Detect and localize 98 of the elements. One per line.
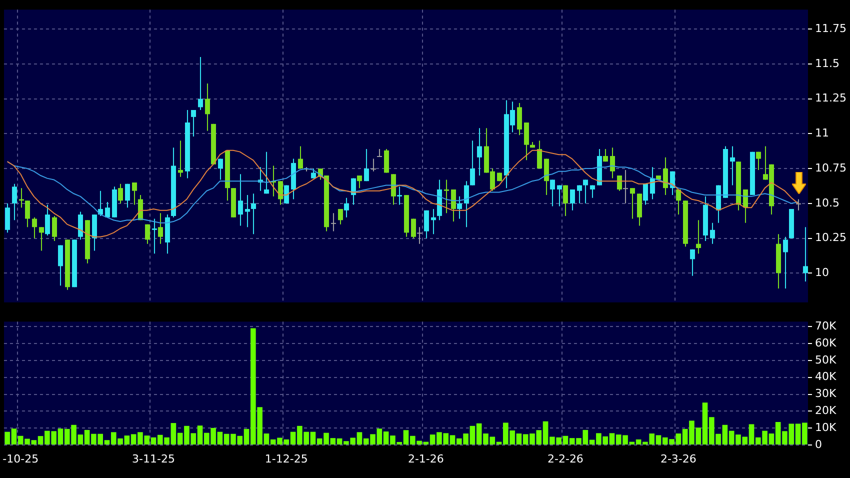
candlestick — [643, 183, 648, 206]
candlestick — [198, 56, 203, 110]
candlestick — [152, 218, 157, 254]
candlestick — [205, 82, 210, 132]
y-tick-label: 60K — [815, 336, 837, 350]
candlestick — [477, 128, 482, 176]
y-tick-label: 10K — [815, 420, 837, 434]
candlestick — [118, 183, 123, 204]
y-tick-label: 50K — [815, 353, 837, 366]
y-tick-label: 20K — [815, 404, 837, 418]
candlestick — [610, 147, 615, 179]
candlestick — [251, 193, 256, 235]
candlestick — [191, 109, 196, 137]
candlestick — [132, 182, 137, 206]
candlestick — [557, 184, 562, 207]
candlestick — [676, 188, 681, 216]
y-tick-label: 11 — [815, 126, 829, 140]
candlestick — [377, 148, 382, 157]
candlestick — [344, 197, 349, 218]
candlestick — [45, 204, 50, 236]
candlestick — [52, 215, 57, 242]
y-tick-label: 0 — [815, 438, 822, 451]
candlestick — [470, 140, 475, 186]
x-tick-label: 2-1-26 — [408, 452, 444, 466]
candlestick — [364, 148, 369, 182]
candlestick — [384, 148, 389, 174]
candlestick — [338, 208, 343, 225]
candlestick — [125, 183, 130, 208]
candlestick — [617, 175, 622, 192]
candlestick — [158, 212, 163, 244]
candlestick — [92, 214, 97, 252]
candlestick — [590, 184, 595, 198]
x-tick-label: 3-11-25 — [132, 452, 175, 466]
candlestick — [371, 158, 376, 172]
candlestick — [357, 175, 362, 189]
y-tick-label: 10.25 — [815, 231, 846, 244]
candlestick — [690, 248, 695, 276]
candlestick — [424, 210, 429, 239]
candlestick — [524, 122, 529, 161]
candlestick — [783, 236, 788, 289]
candlestick — [630, 188, 635, 220]
candlestick — [457, 196, 462, 220]
candlestick — [537, 140, 542, 170]
candlestick — [218, 158, 223, 180]
candlestick — [39, 226, 44, 252]
candlestick — [391, 174, 396, 206]
candlestick — [311, 168, 316, 179]
candlestick — [331, 212, 336, 232]
candlestick — [298, 146, 303, 170]
candlestick — [550, 179, 555, 207]
candlestick — [563, 184, 568, 216]
candlestick — [78, 211, 83, 240]
candlestick — [278, 180, 283, 206]
candlestick — [12, 183, 17, 221]
candlestick — [796, 198, 801, 211]
candlestick — [105, 202, 110, 218]
candlestick — [637, 193, 642, 226]
candlestick — [145, 224, 150, 244]
y-tick-label: 10.75 — [815, 161, 846, 174]
candlestick — [710, 222, 715, 244]
candlestick — [19, 188, 24, 208]
x-tick-label: 2-2-26 — [548, 452, 584, 466]
y-tick-label: 11.5 — [815, 56, 840, 70]
candlestick — [417, 226, 422, 244]
candlestick — [397, 186, 402, 206]
y-tick-label: 40K — [815, 370, 837, 384]
y-tick-label: 30K — [815, 387, 837, 400]
x-tick-label: 1-12-25 — [264, 452, 308, 466]
y-tick-label: 10.5 — [815, 196, 840, 210]
y-tick-label: 70K — [815, 320, 837, 333]
candlestick — [238, 174, 243, 226]
candlestick — [25, 200, 30, 228]
candlestick — [464, 180, 469, 228]
candlestick — [411, 218, 416, 239]
candlestick — [245, 194, 250, 228]
y-tick-label: 10 — [815, 266, 829, 279]
y-tick-label: 11.25 — [815, 92, 846, 105]
candlestick — [517, 102, 522, 136]
candlestick — [544, 158, 549, 196]
candlestick — [663, 156, 668, 196]
candlestick — [451, 188, 456, 222]
candlestick — [743, 188, 748, 224]
candlestick — [5, 202, 10, 234]
candlestick — [730, 146, 735, 186]
candlestick — [623, 169, 628, 204]
candlestick — [603, 148, 608, 162]
x-tick-label: 2-3-26 — [660, 452, 696, 466]
y-tick-label: 11.75 — [815, 22, 846, 35]
candlestick — [756, 151, 761, 170]
candlestick — [264, 151, 269, 194]
candlestick — [696, 220, 701, 254]
candlestick — [570, 188, 575, 211]
candlestick — [32, 216, 37, 239]
candlestick — [583, 179, 588, 204]
candlestick — [58, 244, 63, 286]
x-tick-label: -10-25 — [2, 452, 39, 466]
candlestick — [444, 179, 449, 214]
candlestick — [577, 184, 582, 204]
